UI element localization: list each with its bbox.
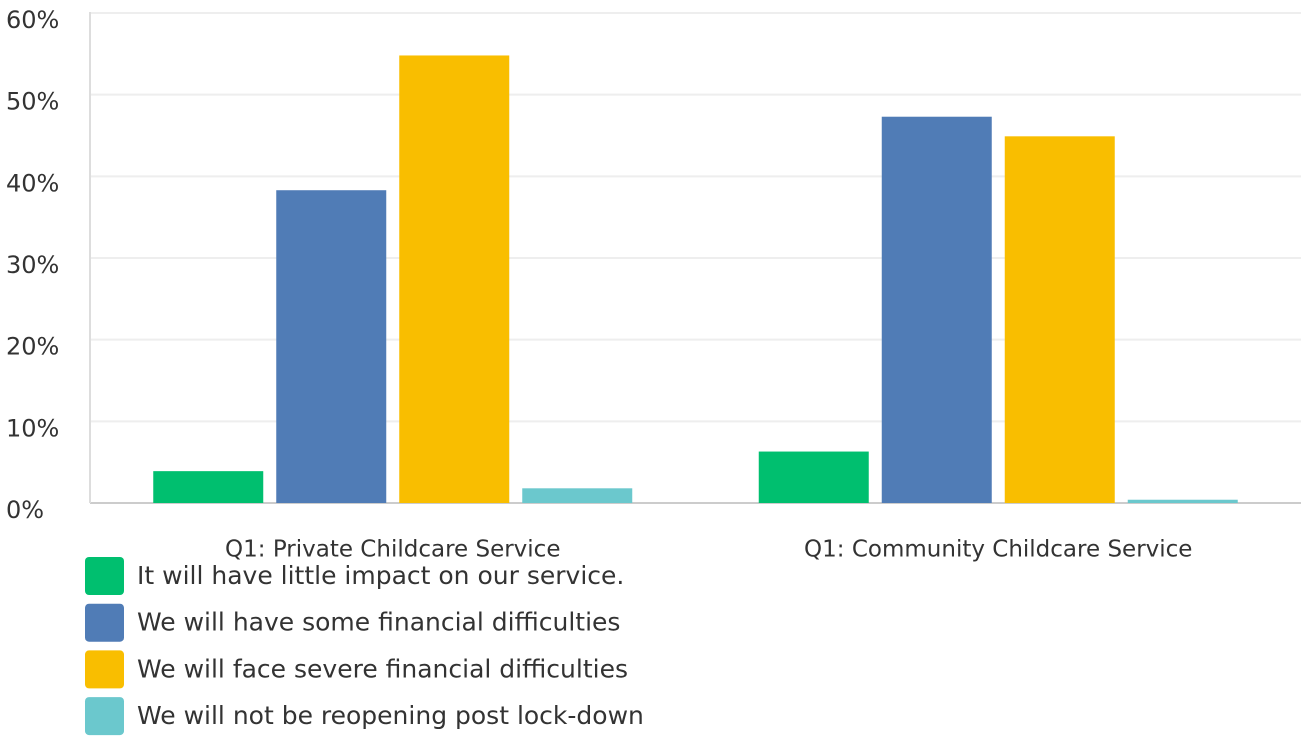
y-tick-label: 10%: [6, 414, 59, 442]
bar: [1004, 136, 1115, 504]
x-tick-label: Q1: Community Childcare Service: [804, 537, 1192, 563]
legend-swatch: [85, 603, 124, 642]
legend-swatch: [85, 650, 124, 689]
bar: [399, 55, 510, 503]
bar: [522, 488, 633, 503]
y-tick-label: 30%: [6, 251, 59, 279]
legend-swatch: [85, 697, 124, 736]
y-tick-label: 50%: [6, 88, 59, 116]
x-tick-label: Q1: Private Childcare Service: [225, 537, 560, 563]
bar: [276, 190, 387, 503]
y-tick-label: 0%: [6, 496, 44, 524]
legend-label: We will not be reopening post lock-down: [137, 701, 644, 730]
bar: [758, 451, 869, 503]
legend-label: We will face severe financial difficulti…: [137, 654, 628, 683]
legend-label: We will have some financial difficulties: [137, 608, 620, 637]
bar: [1127, 499, 1238, 503]
y-tick-label: 40%: [6, 169, 59, 197]
bar: [153, 471, 264, 503]
bar: [881, 116, 992, 503]
y-tick-label: 60%: [6, 6, 59, 34]
y-tick-label: 20%: [6, 333, 59, 361]
legend-swatch: [85, 557, 124, 595]
legend-label: It will have little impact on our servic…: [137, 561, 624, 590]
